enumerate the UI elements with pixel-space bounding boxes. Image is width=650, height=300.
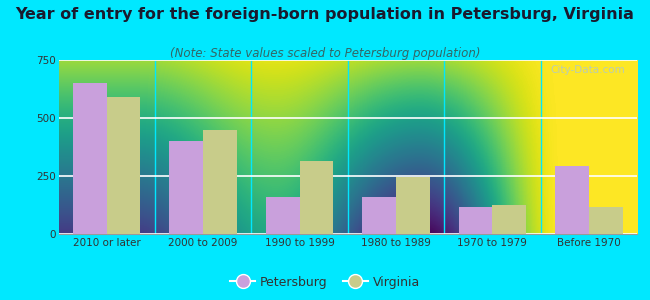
Bar — [459, 207, 493, 234]
Bar — [300, 161, 333, 234]
Text: (Note: State values scaled to Petersburg population): (Note: State values scaled to Petersburg… — [170, 46, 480, 59]
Bar — [589, 207, 623, 234]
Legend: Petersburg, Virginia: Petersburg, Virginia — [225, 271, 425, 294]
Bar — [396, 177, 430, 234]
Bar — [493, 205, 526, 234]
Bar — [203, 130, 237, 234]
Bar — [170, 141, 203, 234]
Bar — [555, 166, 589, 234]
Bar — [107, 97, 140, 234]
Text: Year of entry for the foreign-born population in Petersburg, Virginia: Year of entry for the foreign-born popul… — [16, 8, 634, 22]
Bar — [266, 197, 300, 234]
Text: City-Data.com: City-Data.com — [551, 65, 625, 75]
Bar — [73, 83, 107, 234]
Bar — [362, 197, 396, 234]
